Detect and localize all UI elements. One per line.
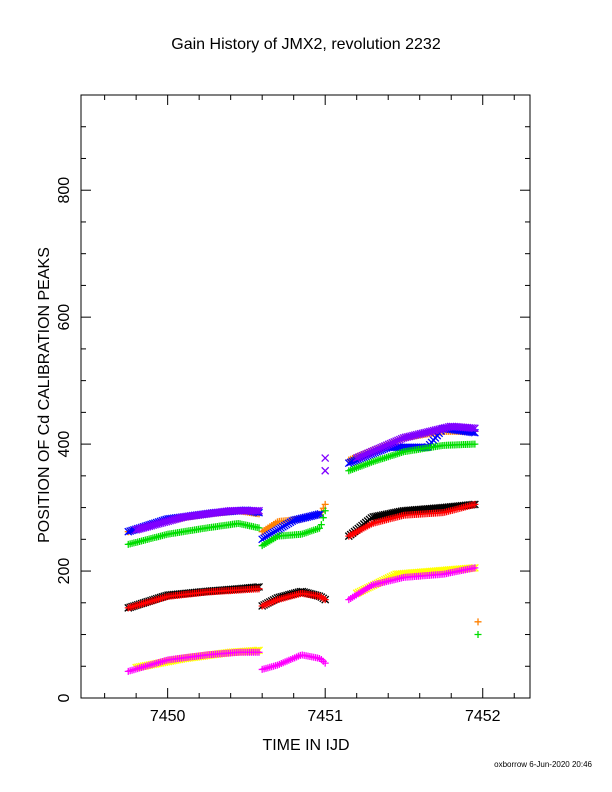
data-point <box>255 524 263 532</box>
data-point <box>321 507 329 515</box>
data-point <box>314 510 323 519</box>
data-point <box>315 524 323 532</box>
data-point <box>321 500 329 508</box>
plot-frame <box>80 94 531 699</box>
x-tick-label: 7451 <box>307 708 343 725</box>
data-point <box>321 466 330 475</box>
data-point <box>471 500 479 508</box>
data-point <box>474 618 482 626</box>
data-point <box>471 564 479 572</box>
data-point <box>253 506 262 515</box>
x-tick-label: 7452 <box>465 708 501 725</box>
x-tick-label: 7450 <box>150 708 186 725</box>
data-point <box>321 454 330 463</box>
x-axis-label: TIME IN IJD <box>262 737 350 754</box>
chart-title: Gain History of JMX2, revolution 2232 <box>171 36 441 53</box>
data-point <box>255 648 263 656</box>
data-point <box>474 631 482 639</box>
data-point <box>321 596 329 604</box>
data-point <box>319 514 327 522</box>
data-point <box>471 440 479 448</box>
y-tick-label: 400 <box>56 431 73 458</box>
data-point <box>255 585 263 593</box>
y-tick-label: 0 <box>56 693 73 702</box>
data-point <box>321 659 329 667</box>
footer-stamp: oxborrow 6-Jun-2020 20:46 <box>494 760 592 769</box>
y-tick-label: 600 <box>56 304 73 331</box>
data-point <box>470 424 479 433</box>
data-point <box>317 521 325 529</box>
y-tick-label: 200 <box>56 558 73 585</box>
data-point <box>255 506 263 515</box>
y-tick-label: 800 <box>56 177 73 204</box>
data-point <box>469 424 477 433</box>
